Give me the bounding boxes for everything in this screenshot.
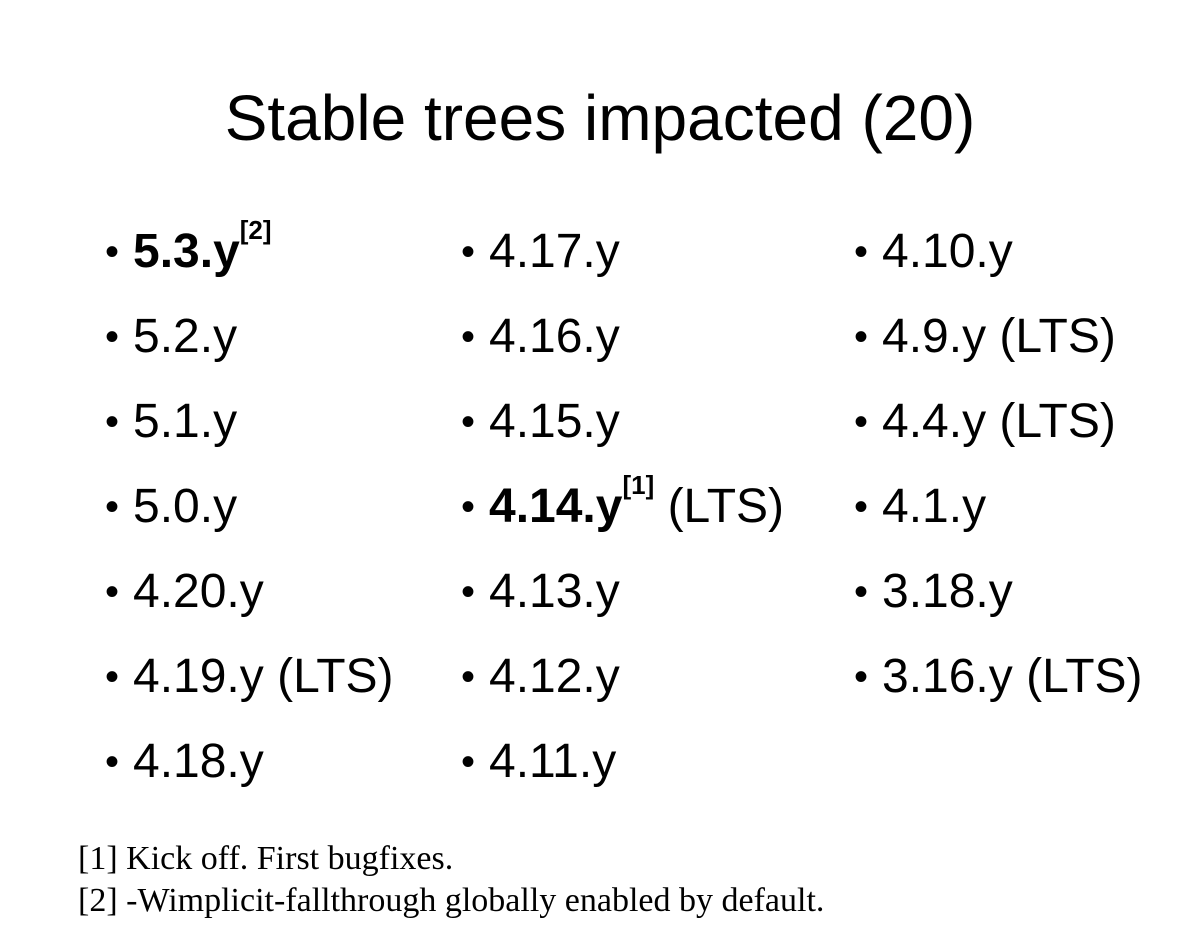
- tree-list-item: • 4.9.y (LTS): [854, 303, 1143, 388]
- tree-version-label: 4.15.y: [489, 395, 620, 448]
- bullet-icon: •: [105, 315, 120, 359]
- footnote-2: [2] -Wimplicit-fallthrough globally enab…: [78, 882, 825, 919]
- tree-version-label: 4.9.y (LTS): [882, 310, 1116, 363]
- bullet-icon: •: [854, 230, 869, 274]
- tree-version-label: 5.0.y: [133, 480, 238, 533]
- tree-column-3: • 4.10.y • 4.9.y (LTS) • 4.4.y (LTS) • 4.1.y • 3.…: [854, 218, 1143, 728]
- bullet-icon: •: [461, 740, 476, 784]
- footnote-1: [1] Kick off. First bugfixes.: [78, 840, 454, 877]
- bullet-icon: •: [461, 315, 476, 359]
- tree-version-label: 4.12.y: [489, 650, 620, 703]
- tree-list-item: • 4.10.y: [854, 218, 1143, 303]
- tree-list-item: • 4.19.y (LTS): [105, 643, 394, 728]
- tree-list-item: • 4.17.y: [461, 218, 784, 303]
- bullet-icon: •: [461, 230, 476, 274]
- footnotes: [1] Kick off. First bugfixes. [2] -Wimpl…: [78, 838, 1178, 922]
- bullet-icon: •: [461, 570, 476, 614]
- bullet-icon: •: [461, 655, 476, 699]
- tree-version-label: 5.1.y: [133, 395, 238, 448]
- bullet-icon: •: [854, 400, 869, 444]
- tree-version-label: 4.20.y: [133, 565, 264, 618]
- tree-version-label: 4.19.y (LTS): [133, 650, 394, 703]
- tree-version-label: 4.10.y: [882, 225, 1013, 278]
- tree-list-item: • 4.16.y: [461, 303, 784, 388]
- tree-list-item: • 5.0.y: [105, 473, 394, 558]
- tree-column-1: • 5.3.y[2] • 5.2.y • 5.1.y • 5.0.y • 4.20.y • 4.19.…: [105, 215, 394, 813]
- bullet-icon: •: [854, 315, 869, 359]
- tree-list-item: • 4.4.y (LTS): [854, 388, 1143, 473]
- tree-list-item: • 4.1.y: [854, 473, 1143, 558]
- tree-version-label: 4.18.y: [133, 735, 264, 788]
- tree-list-item: • 3.16.y (LTS): [854, 643, 1143, 728]
- bullet-icon: •: [854, 485, 869, 529]
- footnote-reference: [1]: [622, 470, 655, 500]
- bullet-icon: •: [105, 400, 120, 444]
- bullet-icon: •: [105, 570, 120, 614]
- tree-list-item: • 4.20.y: [105, 558, 394, 643]
- tree-list-item: • 4.15.y: [461, 388, 784, 473]
- bullet-icon: •: [105, 655, 120, 699]
- bullet-icon: •: [461, 485, 476, 529]
- tree-list-item: • 4.13.y: [461, 558, 784, 643]
- tree-column-2: • 4.17.y • 4.16.y • 4.15.y • 4.14.y[1] (LTS) • 4.…: [461, 218, 784, 813]
- bullet-icon: •: [461, 400, 476, 444]
- bullet-icon: •: [105, 740, 120, 784]
- lts-suffix: (LTS): [654, 480, 785, 533]
- tree-version-label: 4.17.y: [489, 225, 620, 278]
- tree-version-label: 3.18.y: [882, 565, 1013, 618]
- tree-version-label: 4.11.y: [489, 735, 617, 788]
- tree-version-label: 4.16.y: [489, 310, 620, 363]
- bullet-icon: •: [854, 570, 869, 614]
- tree-list-item: • 3.18.y: [854, 558, 1143, 643]
- tree-version-label: 4.13.y: [489, 565, 620, 618]
- tree-list-item: • 5.3.y[2]: [105, 215, 394, 303]
- slide-title: Stable trees impacted (20): [224, 82, 976, 154]
- tree-version-label: 5.3.y: [133, 225, 240, 278]
- bullet-icon: •: [105, 485, 120, 529]
- bullet-icon: •: [105, 230, 120, 274]
- footnote-reference: [2]: [239, 215, 272, 245]
- tree-list-item: • 5.1.y: [105, 388, 394, 473]
- tree-list-item: • 4.11.y: [461, 728, 784, 813]
- bullet-icon: •: [854, 655, 869, 699]
- tree-list-item: • 5.2.y: [105, 303, 394, 388]
- tree-list-item: • 4.14.y[1] (LTS): [461, 470, 785, 558]
- tree-version-label: 5.2.y: [133, 310, 238, 363]
- tree-list-item: • 4.18.y: [105, 728, 394, 813]
- tree-version-label: 3.16.y (LTS): [882, 650, 1143, 703]
- tree-version-label: 4.14.y: [489, 480, 623, 533]
- tree-version-label: 4.4.y (LTS): [882, 395, 1116, 448]
- tree-version-label: 4.1.y: [882, 480, 987, 533]
- tree-list-item: • 4.12.y: [461, 643, 784, 728]
